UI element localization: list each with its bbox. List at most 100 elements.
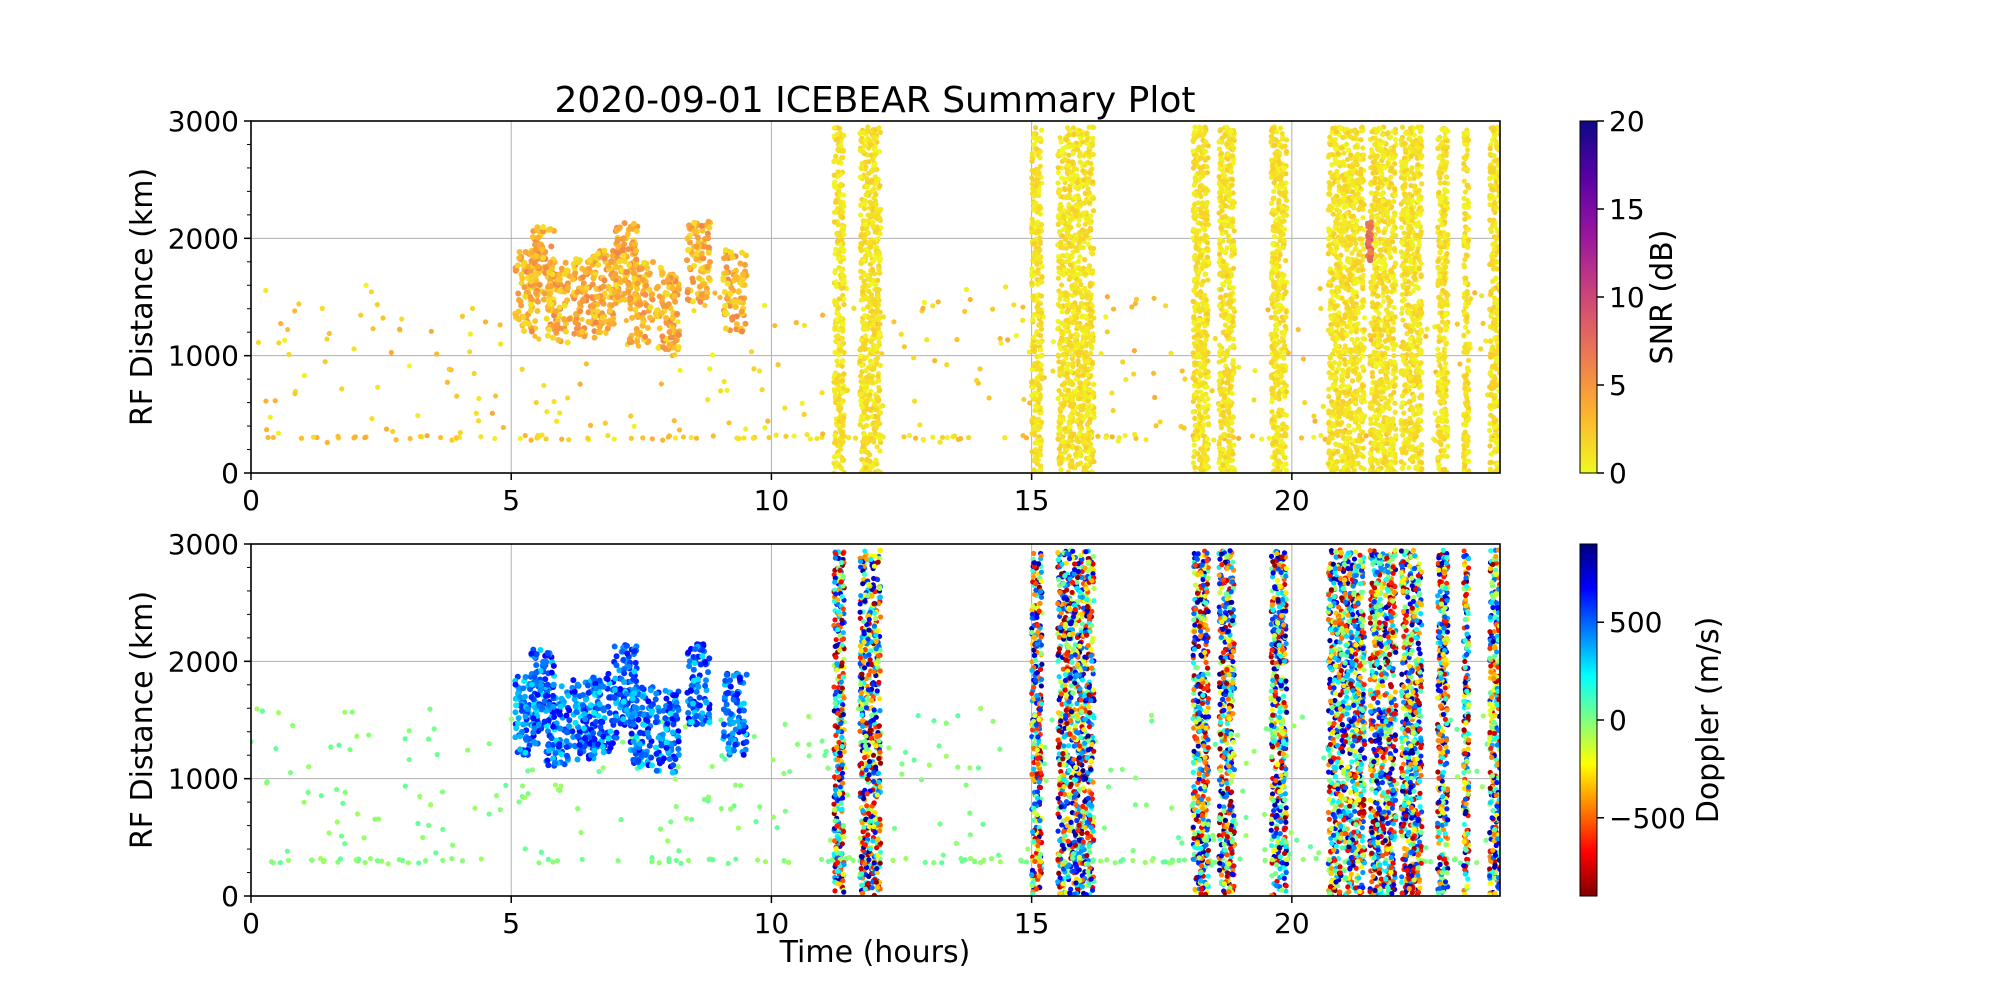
scatter-point [1197, 360, 1203, 366]
scatter-point [732, 303, 739, 310]
scatter-point [1075, 461, 1081, 468]
scatter-point [633, 330, 640, 337]
scatter-point [836, 396, 842, 403]
scatter-point [534, 308, 541, 315]
scatter-point [558, 265, 565, 272]
scatter-point [544, 409, 550, 415]
scatter-point [1225, 438, 1231, 445]
scatter-point [804, 431, 810, 438]
scatter-point [613, 281, 620, 288]
scatter-point [633, 256, 640, 263]
scatter-point [1328, 322, 1334, 328]
scatter-point [1132, 431, 1138, 437]
scatter-point [686, 264, 693, 271]
scatter-point [1072, 388, 1079, 394]
scatter-point [603, 330, 609, 336]
scatter-point [1088, 319, 1094, 325]
scatter-point [528, 437, 534, 443]
scatter-point [1065, 387, 1072, 393]
scatter-point [1276, 364, 1282, 370]
scatter-point [917, 422, 923, 428]
scatter-point [974, 377, 980, 384]
scatter-point [583, 284, 590, 291]
scatter-point [1082, 385, 1088, 392]
scatter-point [833, 246, 839, 252]
scatter-point [1221, 264, 1227, 270]
scatter-point [1072, 184, 1078, 191]
scatter-point [869, 322, 875, 328]
scatter-point [873, 247, 879, 254]
scatter-point [665, 434, 671, 440]
scatter-point [601, 255, 608, 262]
scatter-point [660, 437, 666, 443]
scatter-point [1279, 271, 1285, 277]
scatter-point [866, 346, 873, 353]
scatter-point [454, 393, 460, 399]
scatter-point [836, 188, 842, 194]
scatter-point [707, 366, 713, 372]
scatter-point [630, 220, 637, 227]
scatter-point [1225, 300, 1231, 306]
scatter-point [1029, 154, 1035, 160]
scatter-point [659, 270, 666, 277]
scatter-point [939, 434, 946, 441]
scatter-point [1082, 467, 1088, 473]
scatter-point [858, 165, 864, 171]
scatter-point [1423, 333, 1429, 339]
scatter-point [1037, 235, 1043, 241]
scatter-point [1029, 280, 1035, 286]
scatter-point [1271, 234, 1278, 240]
scatter-point [876, 339, 882, 346]
scatter-point [675, 319, 681, 325]
scatter-point [1280, 245, 1286, 251]
scatter-point [554, 418, 560, 424]
scatter-point [1271, 171, 1277, 177]
scatter-point [1058, 370, 1064, 376]
scatter-point [1201, 236, 1207, 242]
scatter-point [1079, 344, 1085, 351]
scatter-point [1115, 438, 1121, 444]
scatter-point [867, 452, 873, 458]
scatter-point [482, 319, 489, 325]
scatter-point [835, 238, 841, 244]
scatter-point [833, 283, 840, 289]
scatter-point [1063, 293, 1070, 299]
scatter-point [586, 319, 593, 326]
scatter-point [1026, 349, 1032, 355]
scatter-point [1269, 391, 1276, 397]
scatter-point [861, 235, 867, 241]
scatter-point [858, 398, 864, 404]
scatter-point [621, 258, 628, 265]
scatter-point [841, 247, 847, 254]
scatter-point [1034, 329, 1040, 335]
scatter-point [1194, 428, 1200, 434]
scatter-point [862, 326, 868, 333]
scatter-point [1230, 314, 1236, 320]
scatter-point [1200, 306, 1206, 313]
scatter-point [862, 198, 868, 204]
scatter-point [1038, 136, 1044, 142]
scatter-point [324, 439, 330, 446]
scatter-point [717, 294, 723, 301]
scatter-point [1282, 343, 1288, 349]
scatter-point [1068, 414, 1074, 420]
scatter-point [611, 288, 618, 295]
scatter-point [879, 351, 885, 357]
scatter-point [877, 404, 883, 410]
scatter-point [1273, 137, 1279, 143]
scatter-point [1002, 284, 1009, 290]
scatter-point [858, 275, 864, 281]
scatter-point [255, 339, 262, 346]
scatter-point [704, 230, 711, 237]
scatter-point [865, 276, 871, 282]
scatter-point [1353, 329, 1359, 335]
scatter-point [1059, 382, 1065, 388]
scatter-point [835, 352, 841, 358]
scatter-point [1276, 198, 1282, 204]
scatter-point [1280, 421, 1286, 427]
scatter-point [705, 235, 712, 242]
scatter-point [1055, 169, 1061, 176]
scatter-point [1090, 381, 1096, 387]
scatter-point [1218, 203, 1224, 210]
scatter-point [1058, 175, 1065, 181]
